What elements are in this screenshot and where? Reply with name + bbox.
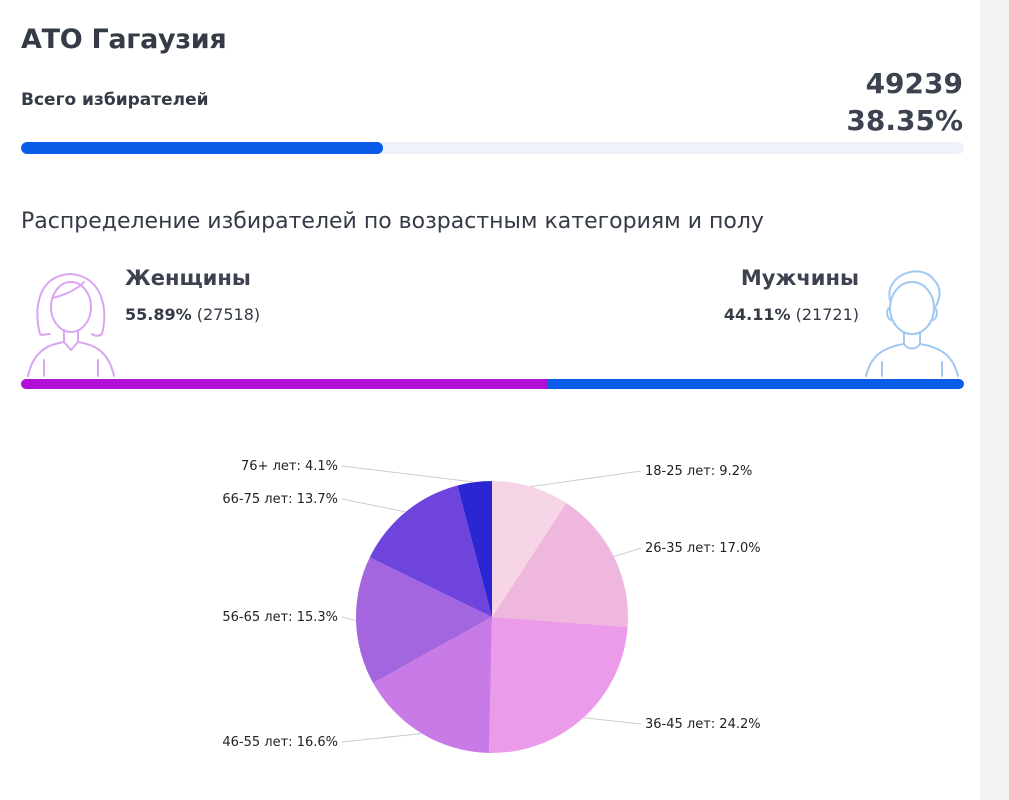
female-stat: 55.89% (27518) [125, 305, 260, 324]
total-voters-label: Всего избирателей [21, 90, 209, 110]
pie-leader-line-3 [583, 717, 642, 725]
total-voters-percent: 38.35% [846, 104, 963, 137]
male-percent: 44.11% [723, 305, 791, 324]
pie-slice-6[interactable] [369, 485, 492, 617]
right-scroll-area [980, 0, 1009, 800]
age-distribution-pie-chart: 18-25 лет: 9.2% 26-35 лет: 17.0% 36-45 лет… [222, 459, 761, 753]
pie-label-1: 18-25 лет: 9.2% [645, 464, 752, 479]
female-share-segment [21, 379, 549, 389]
voters-progress-fill [21, 142, 383, 154]
male-stat: 44.11% (21721) [724, 305, 859, 324]
pie-label-2: 26-35 лет: 17.0% [645, 541, 761, 556]
total-voters-count: 49239 [865, 67, 963, 100]
pie-slice-4[interactable] [373, 617, 492, 753]
pie-label-3: 36-45 лет: 24.2% [645, 717, 761, 732]
pie-leader-line-7 [341, 465, 475, 483]
pie-slice-1[interactable] [492, 481, 567, 617]
pie-leader-line-2 [613, 547, 642, 558]
section-title: Распределение избирателей по возрастным … [21, 209, 764, 234]
pie-leader-line-1 [530, 470, 642, 488]
pie-label-5: 56-65 лет: 15.3% [222, 610, 338, 625]
region-title: АТО Гагаузия [21, 24, 227, 55]
female-label: Женщины [125, 266, 251, 290]
female-percent: 55.89% [125, 305, 192, 324]
male-share-segment [548, 379, 964, 389]
woman-avatar-icon [22, 262, 122, 384]
pie-leader-line-4 [341, 732, 422, 743]
pie-slice-3[interactable] [489, 617, 628, 753]
pie-label-7: 76+ лет: 4.1% [241, 459, 338, 474]
pie-slice-5[interactable] [355, 557, 492, 684]
voters-progress-bar [21, 142, 964, 154]
pie-leader-line-5 [341, 616, 357, 622]
pie-slice-2[interactable] [492, 503, 628, 628]
pie-label-6: 66-75 лет: 13.7% [222, 492, 338, 507]
female-count: (27518) [196, 305, 261, 324]
male-count: (21721) [795, 305, 859, 324]
pie-label-4: 46-55 лет: 16.6% [222, 735, 338, 750]
pie-leader-line-6 [341, 498, 406, 513]
man-avatar-icon [862, 262, 962, 384]
pie-slice-7[interactable] [457, 481, 492, 617]
male-label: Мужчины [740, 266, 859, 290]
gender-split-bar [21, 379, 964, 389]
